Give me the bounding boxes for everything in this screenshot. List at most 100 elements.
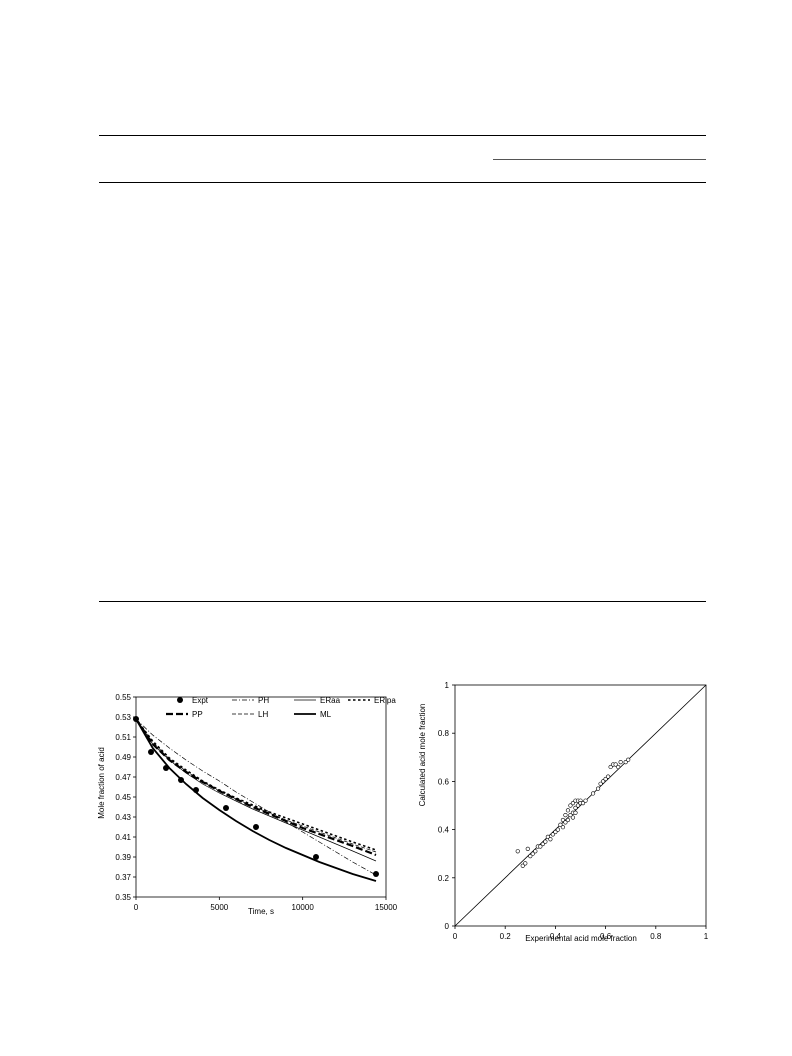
scatter-point bbox=[598, 781, 603, 786]
chart2-ytick-label: 0.6 bbox=[438, 777, 450, 786]
scatter-point bbox=[608, 764, 613, 770]
expt-data-point bbox=[133, 716, 139, 722]
scatter-point bbox=[533, 849, 538, 854]
scatter-point bbox=[515, 849, 520, 854]
table-bottom-rule bbox=[99, 601, 706, 602]
chart1-ytick-label: 0.45 bbox=[115, 793, 131, 802]
scatter-point bbox=[558, 822, 563, 827]
parity-diagonal-line bbox=[454, 684, 707, 927]
scatter-point bbox=[583, 798, 588, 803]
chart1-xtick-label: 15000 bbox=[375, 903, 398, 912]
scatter-point bbox=[563, 820, 568, 825]
scatter-point bbox=[565, 808, 571, 813]
scatter-point bbox=[603, 776, 608, 782]
legend-swatch-expt bbox=[177, 697, 183, 703]
expt-data-point bbox=[373, 871, 379, 877]
scatter-point bbox=[568, 803, 573, 808]
scatter-point bbox=[573, 805, 578, 811]
series-line-eripa bbox=[135, 718, 377, 851]
scatter-point bbox=[530, 851, 535, 856]
scatter-point bbox=[606, 774, 611, 779]
scatter-point bbox=[570, 800, 576, 806]
scatter-point bbox=[523, 861, 528, 866]
legend-label-lh: LH bbox=[258, 710, 268, 719]
scatter-point bbox=[550, 832, 555, 837]
expt-data-point bbox=[253, 824, 259, 830]
scatter-point bbox=[618, 760, 623, 765]
chart1-ytick-label: 0.49 bbox=[115, 753, 131, 762]
table-top-rule bbox=[99, 135, 706, 136]
scatter-point bbox=[575, 803, 581, 808]
scatter-point bbox=[590, 791, 596, 796]
chart2-plot-frame bbox=[454, 684, 707, 927]
chart2-xtick-label: 0.2 bbox=[500, 932, 512, 941]
chart1-xtick-label: 5000 bbox=[210, 903, 228, 912]
scatter-point bbox=[555, 827, 561, 832]
chart1-ytick-label: 0.39 bbox=[115, 853, 131, 862]
scatter-point bbox=[538, 844, 543, 849]
series-line-pp bbox=[135, 718, 377, 857]
series-line-ml bbox=[135, 718, 377, 882]
chart1-ytick-label: 0.55 bbox=[115, 693, 131, 702]
scatter-point bbox=[553, 829, 558, 835]
scatter-point bbox=[626, 757, 631, 762]
scatter-point bbox=[548, 837, 553, 842]
chart1-ytick-label: 0.47 bbox=[115, 773, 131, 782]
chart1-ytick-label: 0.41 bbox=[115, 833, 131, 842]
chart2-ylabel: Calculated acid mole fraction bbox=[418, 704, 427, 807]
legend-label-pp: PP bbox=[192, 710, 203, 719]
legend-label-eripa: ERipa bbox=[374, 696, 396, 705]
chart2-xtick-label: 1 bbox=[704, 932, 709, 941]
legend-label-eraa: ERaa bbox=[320, 696, 341, 705]
expt-data-point bbox=[178, 777, 184, 783]
expt-data-point bbox=[223, 805, 229, 811]
mole-fraction-time-chart: 0.35 0.37 0.39 0.41 0.43 0.45 0.47 0.49 0.51 0.53… bbox=[97, 693, 398, 916]
chart1-ytick-label: 0.37 bbox=[115, 873, 131, 882]
expt-data-point bbox=[193, 787, 199, 793]
scatter-point bbox=[580, 800, 586, 806]
scatter-point bbox=[563, 813, 568, 818]
table-subheader-rule bbox=[493, 159, 706, 160]
chart1-ylabel: Mole fraction of acid bbox=[97, 747, 106, 819]
scatter-point bbox=[616, 764, 621, 770]
legend-label-ph: PH bbox=[258, 696, 269, 705]
chart2-ytick-label: 1 bbox=[445, 681, 450, 690]
chart1-ytick-label: 0.43 bbox=[115, 813, 131, 822]
scatter-point bbox=[595, 786, 601, 791]
chart2-ytick-label: 0 bbox=[445, 922, 450, 931]
scatter-point bbox=[573, 810, 578, 815]
chart1-ytick-label: 0.51 bbox=[115, 733, 131, 742]
chart2-xtick-label: 0.4 bbox=[550, 932, 562, 941]
table-header-rule bbox=[99, 182, 706, 183]
scatter-point bbox=[568, 813, 573, 818]
scatter-point bbox=[525, 846, 530, 851]
series-line-lh bbox=[135, 718, 377, 853]
scatter-point bbox=[623, 760, 628, 765]
expt-data-point bbox=[148, 749, 154, 755]
legend-label-ml: ML bbox=[320, 710, 332, 719]
series-line-ph bbox=[135, 718, 377, 876]
chart2-ytick-label: 0.2 bbox=[438, 874, 450, 883]
scatter-point bbox=[540, 841, 545, 847]
chart1-xlabel: Time, s bbox=[248, 907, 274, 916]
chart2-ytick-label: 0.8 bbox=[438, 729, 450, 738]
chart1-plot-frame bbox=[135, 696, 387, 898]
chart2-xtick-label: 0 bbox=[453, 932, 458, 941]
scatter-point bbox=[565, 817, 571, 823]
scatter-point bbox=[560, 825, 566, 830]
chart1-xtick-label: 0 bbox=[134, 903, 139, 912]
expt-data-point bbox=[163, 765, 169, 771]
chart2-xlabel: Experimental acid mole fraction bbox=[525, 934, 637, 943]
scatter-point bbox=[543, 839, 548, 844]
chart2-ytick-label: 0.4 bbox=[438, 826, 450, 835]
scatter-point bbox=[560, 817, 566, 823]
legend-label-expt: Expt bbox=[192, 696, 209, 705]
scatter-point bbox=[613, 762, 618, 767]
scatter-point bbox=[545, 834, 550, 839]
chart2-xtick-label: 0.6 bbox=[600, 932, 612, 941]
parity-plot: 0 0.2 0.4 0.6 0.8 1 0 0.2 0.4 0.6 0.8 1 Calculated … bbox=[418, 681, 709, 943]
scatter-point bbox=[600, 779, 606, 784]
chart1-ytick-label: 0.35 bbox=[115, 893, 131, 902]
chart1-ytick-label: 0.53 bbox=[115, 713, 131, 722]
scatter-point bbox=[528, 854, 533, 859]
